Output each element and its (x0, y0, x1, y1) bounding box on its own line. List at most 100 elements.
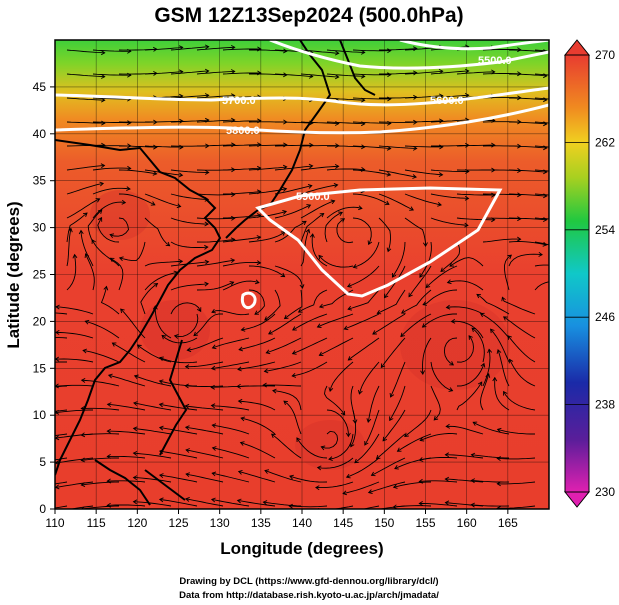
streamline (397, 433, 432, 452)
streamline-arrow (231, 142, 236, 148)
streamline-arrow (230, 215, 236, 221)
streamline (329, 361, 354, 392)
streamline (534, 121, 549, 124)
contour-label-5500: 5500.0 (478, 55, 512, 67)
streamline (445, 454, 484, 459)
streamline-arrow (472, 421, 478, 426)
streamline (212, 447, 250, 459)
streamline-arrow (389, 392, 395, 398)
streamline-arrow (421, 323, 427, 328)
streamline (55, 337, 68, 339)
streamline-arrow (211, 446, 217, 451)
streamline (81, 457, 119, 461)
streamline (119, 241, 146, 262)
streamline-arrow (419, 273, 424, 278)
streamline (196, 144, 235, 147)
streamline (248, 166, 287, 171)
streamline-arrow (346, 283, 352, 288)
streamline (193, 313, 223, 336)
streamline-arrow (464, 195, 470, 201)
streamline-arrow (347, 356, 353, 361)
streamline (401, 289, 432, 314)
streamline (211, 405, 250, 411)
streamline-arrow (204, 244, 209, 250)
streamline-arrow (272, 388, 277, 394)
x-tick-label: 135 (251, 516, 271, 530)
streamline (92, 187, 131, 195)
streamline (107, 430, 146, 435)
streamline (508, 49, 547, 53)
streamline (296, 437, 328, 459)
streamline (263, 384, 302, 387)
streamline (174, 313, 199, 338)
streamline (222, 48, 261, 51)
streamline (534, 241, 549, 246)
streamline (241, 313, 276, 331)
streamline (534, 281, 549, 291)
streamline-arrow (333, 182, 339, 188)
streamline-arrow (470, 478, 476, 484)
streamline-arrow (412, 145, 418, 151)
streamline (170, 46, 209, 51)
colorbar-tick-label: 246 (595, 310, 615, 324)
streamline (134, 375, 172, 387)
streamline-arrow (204, 259, 210, 265)
streamline (343, 481, 380, 495)
streamline-arrow (342, 490, 348, 496)
streamline (248, 265, 285, 277)
streamline-arrow (238, 346, 244, 352)
streamline (55, 384, 94, 387)
streamline-arrow (101, 120, 106, 126)
streamline-arrow (357, 389, 363, 395)
streamline (92, 49, 131, 52)
streamline (222, 72, 261, 75)
streamline-arrow (72, 253, 78, 259)
streamline-arrow (366, 418, 372, 423)
streamline (534, 145, 549, 148)
streamline (300, 165, 339, 171)
streamline-arrow (386, 171, 392, 177)
streamline (271, 433, 302, 459)
streamline (352, 193, 390, 205)
streamline (66, 182, 104, 195)
streamline-arrow (30, 485, 34, 489)
x-tick-label: 140 (292, 516, 312, 530)
streamline (480, 373, 490, 411)
streamline (266, 337, 302, 354)
streamline (352, 217, 372, 245)
streamline-arrow (330, 199, 336, 205)
streamline-arrow (159, 356, 164, 361)
streamline (274, 121, 313, 124)
streamline (133, 402, 172, 411)
streamline (324, 211, 343, 243)
streamline (534, 97, 549, 100)
streamline-arrow (80, 432, 86, 438)
streamline-arrow (204, 93, 210, 98)
streamline-arrow (496, 349, 502, 354)
streamline-arrow (161, 334, 167, 340)
streamline (133, 477, 172, 483)
streamline (196, 193, 235, 196)
streamline (85, 320, 120, 339)
streamline (92, 73, 131, 76)
streamline (144, 271, 178, 291)
streamline (66, 73, 105, 78)
streamline (471, 454, 510, 459)
streamline-arrow (291, 372, 297, 378)
streamline-arrow (383, 293, 389, 299)
streamline-arrow (318, 351, 324, 357)
streamline-arrow (106, 402, 112, 408)
x-tick-label: 110 (45, 516, 64, 530)
streamline (352, 121, 391, 124)
streamline (321, 430, 339, 449)
streamline-arrow (318, 303, 324, 309)
streamline-arrow (496, 505, 501, 509)
streamline (196, 70, 235, 75)
streamline-arrow (375, 454, 381, 460)
streamline (404, 95, 443, 99)
streamline (404, 145, 443, 148)
streamline-arrow (487, 348, 493, 354)
streamline (446, 425, 484, 435)
streamline (347, 265, 380, 288)
streamline (66, 49, 105, 54)
